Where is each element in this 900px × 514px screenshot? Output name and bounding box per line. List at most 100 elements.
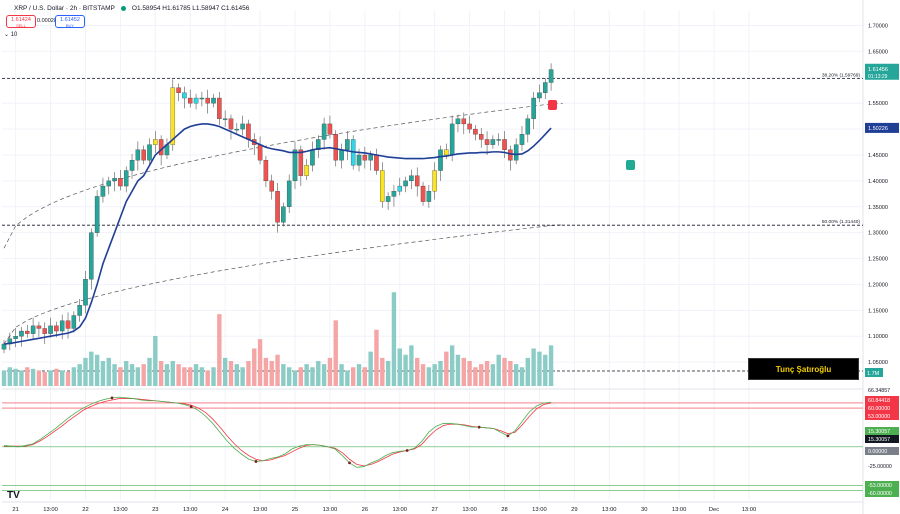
- price-axis[interactable]: 1.700001.650001.600001.550001.500001.450…: [865, 24, 899, 497]
- candle-body: [100, 185, 106, 197]
- candle-body: [112, 178, 117, 182]
- volume-bar: [391, 292, 397, 386]
- price-tick-label: 1.40000: [868, 179, 888, 185]
- time-tick-label: 13:00: [672, 507, 687, 513]
- candle-body: [397, 185, 403, 192]
- volume-bar: [304, 364, 309, 386]
- osc-axis-value: 53.00000: [868, 414, 890, 420]
- time-tick-label: 13:00: [253, 507, 268, 513]
- candle-body: [158, 139, 164, 156]
- fib-label: 50.00% (1.31440): [822, 219, 861, 225]
- volume-bar: [211, 367, 216, 386]
- volume-bar: [292, 370, 298, 386]
- candle-body: [368, 154, 373, 161]
- symbol-title[interactable]: XRP / U.S. Dollar · 2h · BITSTAMP: [14, 4, 115, 12]
- volume-bar: [543, 354, 548, 386]
- volume-bar: [100, 361, 106, 386]
- candle-body: [473, 128, 478, 135]
- indicators-toggle[interactable]: ⌄ 10: [4, 32, 18, 38]
- volume-bar: [420, 364, 426, 386]
- osc-cross-dot: [110, 396, 114, 400]
- price-tick-label: 1.15000: [868, 308, 888, 314]
- price-tick-label: 1.65000: [868, 49, 888, 55]
- candle-body: [420, 185, 426, 202]
- osc-axis-value: -60.00000: [868, 491, 892, 497]
- time-tick-label: 28: [501, 507, 507, 513]
- volume-bar: [112, 364, 117, 386]
- candle-body: [83, 279, 88, 306]
- volume-bar: [415, 357, 420, 386]
- volume-bar: [257, 339, 263, 386]
- candle-body: [246, 123, 251, 140]
- volume-bar: [124, 361, 129, 386]
- candle-body: [42, 328, 47, 334]
- volume-bar: [217, 314, 222, 386]
- volume-bar: [30, 368, 36, 386]
- volume-bar: [403, 354, 408, 386]
- candle-body: [531, 97, 536, 119]
- buy-price: 1.61452: [60, 17, 80, 23]
- time-axis[interactable]: 21 13:00 22 13:00 23 13:00 24 13:00 25 13:00 26 13:…: [12, 507, 756, 513]
- osc-cross-dot: [506, 434, 510, 438]
- volume-bar: [339, 364, 344, 386]
- volume-bar: [54, 368, 59, 386]
- candle-body: [281, 206, 286, 223]
- osc-axis-value: -25.00000: [868, 464, 892, 470]
- volume-bar: [467, 361, 472, 386]
- candle-body: [438, 149, 443, 171]
- volume-bar: [438, 361, 443, 386]
- time-tick-label: 13:00: [393, 507, 408, 513]
- candle-body: [455, 118, 461, 125]
- osc-axis-value: 15.30057: [868, 429, 890, 435]
- candle-body: [217, 97, 222, 119]
- sell-button[interactable]: 1.61424 SELL: [6, 15, 36, 28]
- candle-body: [467, 123, 472, 130]
- osc-axis-chip: [865, 396, 899, 404]
- time-tick-label: 13:00: [183, 507, 198, 513]
- candle-body: [48, 325, 53, 334]
- volume-bar: [228, 361, 234, 386]
- osc-axis-value: 66.34857: [868, 388, 890, 394]
- volume-bar: [362, 367, 368, 386]
- candle-body: [182, 92, 187, 99]
- candle-body: [13, 336, 18, 339]
- osc-cross-dot: [189, 405, 193, 409]
- time-tick-label: 25: [292, 507, 298, 513]
- candle-body: [147, 144, 152, 161]
- candle-body: [403, 180, 408, 187]
- volume-bar: [484, 361, 490, 386]
- volume-bar: [490, 364, 496, 386]
- candle-body: [409, 175, 414, 182]
- candle-body: [269, 180, 274, 192]
- candle-body: [292, 149, 298, 182]
- candle-body: [153, 139, 158, 145]
- candle-body: [484, 139, 490, 145]
- candle-body: [123, 170, 129, 187]
- volume-bar: [205, 370, 210, 386]
- time-tick-label: 22: [82, 507, 88, 513]
- candle-body: [502, 139, 507, 150]
- candle-body: [519, 134, 525, 145]
- candle-body: [94, 196, 100, 233]
- candle-body: [426, 191, 432, 202]
- volume-bar: [7, 367, 13, 386]
- osc-cross-dot: [477, 425, 481, 429]
- volume-bar: [397, 348, 402, 386]
- volume-bar: [537, 351, 542, 386]
- candle-body: [106, 180, 112, 187]
- volume-bar: [525, 357, 530, 386]
- buy-button[interactable]: 1.61452 BUY: [55, 15, 85, 28]
- candle-body: [513, 144, 519, 161]
- volume-bar: [141, 364, 146, 386]
- volume-bar: [368, 351, 373, 386]
- osc-axis-chip: [865, 435, 899, 443]
- candle-body: [362, 154, 368, 161]
- time-tick-label: Dec: [709, 507, 719, 513]
- volume-bar: [164, 364, 170, 386]
- volume-bar: [548, 345, 554, 386]
- candle-body: [304, 165, 309, 176]
- volume-chip: [865, 368, 883, 377]
- channel-upper: [3, 102, 563, 249]
- osc-cross-dot: [348, 461, 351, 465]
